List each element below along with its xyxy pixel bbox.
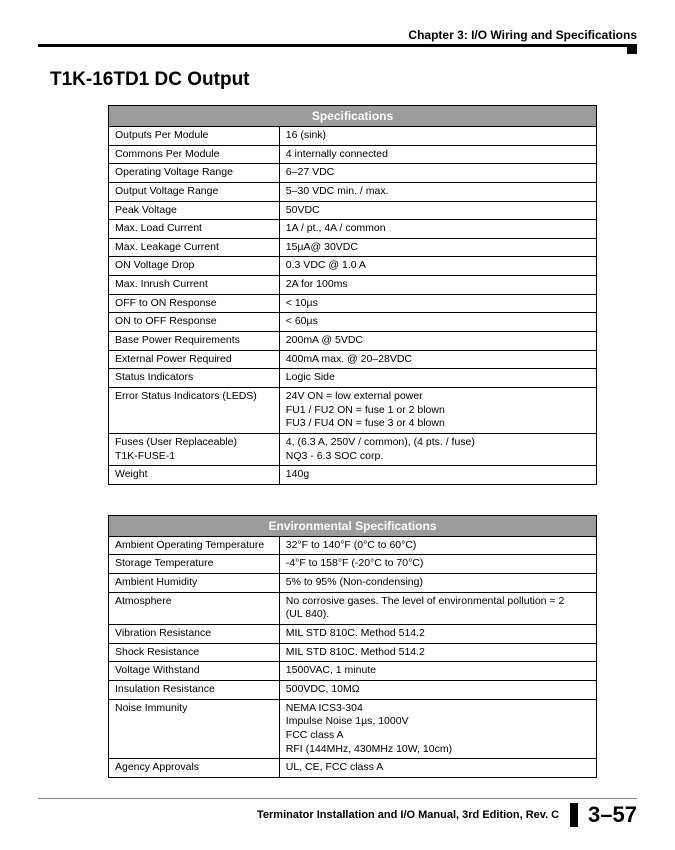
spec-label: Weight	[109, 466, 280, 485]
tables-container: Specifications Outputs Per Module16 (sin…	[38, 105, 637, 778]
spec-label: Agency Approvals	[109, 759, 280, 778]
spec-value: 400mA max. @ 20–28VDC	[279, 350, 596, 369]
spec-label: External Power Required	[109, 350, 280, 369]
footer-text: Terminator Installation and I/O Manual, …	[257, 809, 559, 821]
env-table-header: Environmental Specifications	[109, 515, 597, 536]
spec-value: 500VDC, 10MΩ	[279, 680, 596, 699]
spec-label: Vibration Resistance	[109, 625, 280, 644]
table-row: Insulation Resistance500VDC, 10MΩ	[109, 680, 597, 699]
spec-label: Ambient Humidity	[109, 574, 280, 593]
spec-label: Status Indicators	[109, 369, 280, 388]
spec-label: Shock Resistance	[109, 643, 280, 662]
spec-value: 24V ON = low external powerFU1 / FU2 ON …	[279, 387, 596, 433]
table-row: Ambient Humidity5% to 95% (Non-condensin…	[109, 574, 597, 593]
specifications-table: Specifications Outputs Per Module16 (sin…	[108, 105, 597, 485]
spec-value: 4 internally connected	[279, 145, 596, 164]
spec-value: 0.3 VDC @ 1.0 A	[279, 257, 596, 276]
spec-label: Fuses (User Replaceable)T1K-FUSE-1	[109, 433, 280, 465]
spec-value: 5–30 VDC min. / max.	[279, 182, 596, 201]
spec-label: Output Voltage Range	[109, 182, 280, 201]
table-row: Vibration ResistanceMIL STD 810C. Method…	[109, 625, 597, 644]
spec-value: -4°F to 158°F (-20°C to 70°C)	[279, 555, 596, 574]
spec-value: 32°F to 140°F (0°C to 60°C)	[279, 536, 596, 555]
spec-label: Insulation Resistance	[109, 680, 280, 699]
spec-label: Noise Immunity	[109, 699, 280, 759]
table-row: Noise ImmunityNEMA ICS3-304Impulse Noise…	[109, 699, 597, 759]
page-number: 3–57	[588, 802, 637, 828]
table-row: ON to OFF Response< 60µs	[109, 313, 597, 332]
spec-value: < 60µs	[279, 313, 596, 332]
table-row: ON Voltage Drop0.3 VDC @ 1.0 A	[109, 257, 597, 276]
specs-table-header: Specifications	[109, 106, 597, 127]
header-notch	[627, 44, 637, 54]
table-row: Ambient Operating Temperature32°F to 140…	[109, 536, 597, 555]
spec-value: 15µA@ 30VDC	[279, 238, 596, 257]
spec-label: Ambient Operating Temperature	[109, 536, 280, 555]
chapter-title: Chapter 3: I/O Wiring and Specifications	[408, 28, 637, 42]
table-row: Max. Inrush Current2A for 100ms	[109, 276, 597, 295]
spec-value: < 10µs	[279, 294, 596, 313]
spec-label: Max. Load Current	[109, 220, 280, 239]
spec-label: OFF to ON Response	[109, 294, 280, 313]
spec-label: Error Status Indicators (LEDS)	[109, 387, 280, 433]
footer-notch	[570, 803, 578, 827]
table-row: Fuses (User Replaceable)T1K-FUSE-14, (6.…	[109, 433, 597, 465]
table-row: Shock ResistanceMIL STD 810C. Method 514…	[109, 643, 597, 662]
table-row: Storage Temperature-4°F to 158°F (-20°C …	[109, 555, 597, 574]
spec-value: No corrosive gases. The level of environ…	[279, 592, 596, 624]
table-row: Outputs Per Module16 (sink)	[109, 127, 597, 146]
table-row: Status IndicatorsLogic Side	[109, 369, 597, 388]
spec-value: MIL STD 810C. Method 514.2	[279, 625, 596, 644]
spec-label: Commons Per Module	[109, 145, 280, 164]
spec-label: Atmosphere	[109, 592, 280, 624]
table-row: Operating Voltage Range6–27 VDC	[109, 164, 597, 183]
table-row: Max. Load Current1A / pt., 4A / common	[109, 220, 597, 239]
table-row: Voltage Withstand1500VAC, 1 minute	[109, 662, 597, 681]
spec-value: 4, (6.3 A, 250V / common), (4 pts. / fus…	[279, 433, 596, 465]
spec-value: 140g	[279, 466, 596, 485]
spec-value: 2A for 100ms	[279, 276, 596, 295]
spec-label: Storage Temperature	[109, 555, 280, 574]
spec-label: Voltage Withstand	[109, 662, 280, 681]
spec-label: Max. Inrush Current	[109, 276, 280, 295]
spec-value: Logic Side	[279, 369, 596, 388]
table-row: Agency ApprovalsUL, CE, FCC class A	[109, 759, 597, 778]
page-title: T1K-16TD1 DC Output	[50, 69, 637, 91]
spec-value: 5% to 95% (Non-condensing)	[279, 574, 596, 593]
chapter-header: Chapter 3: I/O Wiring and Specifications	[38, 28, 637, 47]
spec-label: ON to OFF Response	[109, 313, 280, 332]
table-row: Output Voltage Range5–30 VDC min. / max.	[109, 182, 597, 201]
spec-value: MIL STD 810C. Method 514.2	[279, 643, 596, 662]
spec-label: Base Power Requirements	[109, 332, 280, 351]
table-row: Weight140g	[109, 466, 597, 485]
table-row: AtmosphereNo corrosive gases. The level …	[109, 592, 597, 624]
table-row: Commons Per Module4 internally connected	[109, 145, 597, 164]
table-row: External Power Required400mA max. @ 20–2…	[109, 350, 597, 369]
spec-value: NEMA ICS3-304Impulse Noise 1µs, 1000VFCC…	[279, 699, 596, 759]
table-row: Base Power Requirements200mA @ 5VDC	[109, 332, 597, 351]
spec-value: 16 (sink)	[279, 127, 596, 146]
table-row: OFF to ON Response< 10µs	[109, 294, 597, 313]
table-row: Max. Leakage Current15µA@ 30VDC	[109, 238, 597, 257]
spec-value: 6–27 VDC	[279, 164, 596, 183]
spec-label: Operating Voltage Range	[109, 164, 280, 183]
table-row: Error Status Indicators (LEDS)24V ON = l…	[109, 387, 597, 433]
spec-label: Outputs Per Module	[109, 127, 280, 146]
environmental-table: Environmental Specifications Ambient Ope…	[108, 515, 597, 778]
spec-label: Peak Voltage	[109, 201, 280, 220]
page-footer: Terminator Installation and I/O Manual, …	[38, 798, 637, 828]
spec-value: 50VDC	[279, 201, 596, 220]
spec-value: 1500VAC, 1 minute	[279, 662, 596, 681]
spec-label: ON Voltage Drop	[109, 257, 280, 276]
spec-value: 200mA @ 5VDC	[279, 332, 596, 351]
table-row: Peak Voltage50VDC	[109, 201, 597, 220]
spec-value: UL, CE, FCC class A	[279, 759, 596, 778]
spec-label: Max. Leakage Current	[109, 238, 280, 257]
spec-value: 1A / pt., 4A / common	[279, 220, 596, 239]
